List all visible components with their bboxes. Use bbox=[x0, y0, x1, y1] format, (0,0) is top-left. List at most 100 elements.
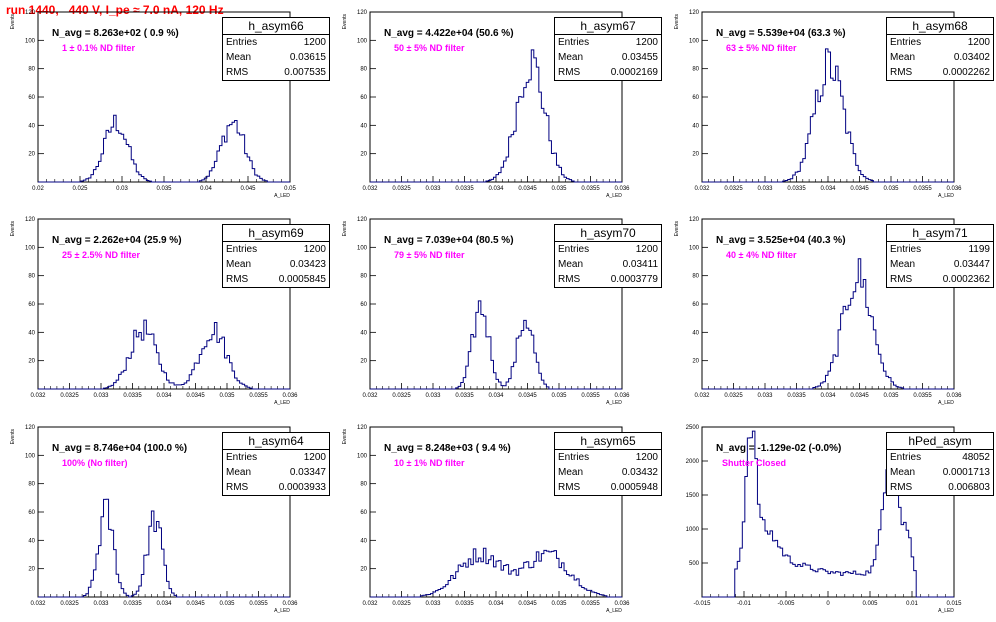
stat-row-entries: Entries 1200 bbox=[223, 242, 329, 257]
y-tick-label: 1000 bbox=[686, 527, 700, 533]
histogram-plot-h_asym67: 0.032 0.0325 0.033 0.0335 0.034 0.0345 0.035 0.… bbox=[342, 10, 630, 199]
stat-row-mean: Mean 0.03423 bbox=[223, 257, 329, 272]
x-tick-label: 0.0325 bbox=[724, 186, 743, 192]
filter-label: 1 ± 0.1% ND filter bbox=[62, 43, 135, 53]
x-tick-label: 0.034 bbox=[488, 601, 504, 607]
histogram-series bbox=[702, 430, 954, 598]
x-axis-title: A_LED bbox=[938, 608, 954, 614]
histogram-name: h_asym67 bbox=[555, 18, 661, 35]
y-axis-title: Events bbox=[10, 429, 16, 445]
x-tick-label: 0.0335 bbox=[455, 393, 474, 399]
stat-value-rms: 0.007535 bbox=[284, 67, 326, 78]
stat-row-mean: Mean 0.03447 bbox=[887, 257, 993, 272]
n-avg-label: N_avg = 2.262e+04 (25.9 %) bbox=[52, 235, 182, 246]
stat-value-entries: 1200 bbox=[635, 244, 658, 255]
stat-row-entries: Entries 1200 bbox=[223, 450, 329, 465]
x-tick-label: 0.02 bbox=[32, 186, 44, 192]
x-tick-label: 0.036 bbox=[946, 186, 962, 192]
stat-value-rms: 0.0002362 bbox=[942, 274, 990, 285]
x-tick-label: 0.034 bbox=[156, 601, 172, 607]
y-axis-title: Events bbox=[674, 221, 680, 237]
histogram-series bbox=[38, 319, 290, 390]
x-tick-label: 0.0345 bbox=[518, 186, 537, 192]
histogram-plot-hPed_asym: -0.015 -0.01 -0.005 0 0.005 0.01 0.015 500 1000 1… bbox=[686, 425, 963, 614]
stat-row-mean: Mean 0.03347 bbox=[223, 465, 329, 480]
stat-value-mean: 0.03411 bbox=[622, 259, 658, 270]
x-tick-label: 0.0355 bbox=[581, 601, 600, 607]
x-tick-label: 0.0345 bbox=[850, 186, 869, 192]
y-axis-title: Events bbox=[674, 14, 680, 30]
y-tick-label: 80 bbox=[692, 67, 699, 73]
stat-label-rms: RMS bbox=[226, 274, 249, 285]
x-tick-label: 0.035 bbox=[883, 393, 899, 399]
x-tick-label: 0.032 bbox=[694, 393, 710, 399]
histogram-series bbox=[370, 49, 622, 183]
x-tick-label: 0.0355 bbox=[581, 393, 600, 399]
x-tick-label: 0.032 bbox=[362, 601, 378, 607]
x-tick-label: 0.036 bbox=[614, 393, 630, 399]
x-tick-label: 0.0335 bbox=[123, 393, 142, 399]
x-tick-label: 0.036 bbox=[282, 393, 298, 399]
stat-label-mean: Mean bbox=[558, 259, 584, 270]
stat-label-entries: Entries bbox=[558, 37, 590, 48]
stat-box: h_asym71 Entries 1199 Mean 0.03447 RMS 0.00023… bbox=[886, 224, 994, 288]
stat-value-rms: 0.0003779 bbox=[610, 274, 658, 285]
histogram-plot-h_asym68: 0.032 0.0325 0.033 0.0335 0.034 0.0345 0.035 0.… bbox=[674, 10, 962, 199]
x-tick-label: 0.032 bbox=[694, 186, 710, 192]
x-tick-label: 0.0345 bbox=[850, 393, 869, 399]
stat-value-rms: 0.0003933 bbox=[278, 482, 326, 493]
stat-row-rms: RMS 0.0005845 bbox=[223, 272, 329, 287]
y-tick-label: 60 bbox=[360, 302, 367, 308]
stat-row-rms: RMS 0.0002262 bbox=[887, 65, 993, 80]
y-tick-label: 60 bbox=[692, 95, 699, 101]
stat-value-rms: 0.006803 bbox=[948, 482, 990, 493]
x-axis-title: A_LED bbox=[274, 193, 290, 199]
stat-label-mean: Mean bbox=[226, 52, 252, 63]
stat-label-mean: Mean bbox=[558, 52, 584, 63]
y-tick-label: 100 bbox=[357, 453, 368, 459]
stat-row-entries: Entries 1200 bbox=[887, 35, 993, 50]
histogram-plot-h_asym69: 0.032 0.0325 0.033 0.0335 0.034 0.0345 0.035 0.… bbox=[10, 217, 298, 406]
x-tick-label: 0.0355 bbox=[249, 393, 268, 399]
y-tick-label: 60 bbox=[28, 302, 35, 308]
stat-value-entries: 1200 bbox=[303, 244, 326, 255]
stat-row-rms: RMS 0.007535 bbox=[223, 65, 329, 80]
y-tick-label: 500 bbox=[689, 561, 700, 567]
x-tick-label: 0.04 bbox=[200, 186, 212, 192]
stat-value-mean: 0.03402 bbox=[953, 52, 990, 63]
y-tick-label: 40 bbox=[360, 330, 367, 336]
x-tick-label: 0.034 bbox=[488, 393, 504, 399]
stat-row-mean: Mean 0.03615 bbox=[223, 50, 329, 65]
x-tick-label: 0.03 bbox=[116, 186, 128, 192]
x-tick-label: 0.033 bbox=[93, 601, 109, 607]
histogram-name: h_asym68 bbox=[887, 18, 993, 35]
stat-label-rms: RMS bbox=[558, 482, 581, 493]
stat-row-entries: Entries 1200 bbox=[223, 35, 329, 50]
x-tick-label: 0.0355 bbox=[249, 601, 268, 607]
stat-row-entries: Entries 1199 bbox=[887, 242, 993, 257]
stat-box: h_asym65 Entries 1200 Mean 0.03432 RMS 0.00059… bbox=[554, 432, 662, 496]
y-tick-label: 1500 bbox=[686, 493, 700, 499]
stat-value-entries: 48052 bbox=[962, 452, 990, 463]
histogram-name: h_asym65 bbox=[555, 433, 661, 450]
y-tick-label: 120 bbox=[25, 10, 36, 16]
x-tick-label: 0.0345 bbox=[518, 601, 537, 607]
x-tick-label: 0.035 bbox=[156, 186, 172, 192]
stat-box: hPed_asym Entries 48052 Mean 0.0001713 RMS 0.0… bbox=[886, 432, 994, 496]
stat-label-rms: RMS bbox=[558, 274, 581, 285]
histogram-series bbox=[702, 48, 954, 183]
histogram-pad-h_asym68: 0.032 0.0325 0.033 0.0335 0.034 0.0345 0.035 0.… bbox=[664, 0, 996, 207]
histogram-name: h_asym66 bbox=[223, 18, 329, 35]
x-tick-label: -0.01 bbox=[737, 601, 751, 607]
histogram-name: h_asym69 bbox=[223, 225, 329, 242]
x-tick-label: 0.035 bbox=[551, 186, 567, 192]
x-tick-label: 0.032 bbox=[362, 393, 378, 399]
x-tick-label: 0.0325 bbox=[392, 186, 411, 192]
stat-value-mean: 0.03615 bbox=[289, 52, 326, 63]
stat-box: h_asym66 Entries 1200 Mean 0.03615 RMS 0.00753… bbox=[222, 17, 330, 81]
y-tick-label: 20 bbox=[360, 359, 367, 365]
stat-label-entries: Entries bbox=[226, 37, 258, 48]
x-tick-label: 0.032 bbox=[30, 601, 46, 607]
x-tick-label: 0.0325 bbox=[60, 393, 79, 399]
histogram-pad-hPed_asym: -0.015 -0.01 -0.005 0 0.005 0.01 0.015 500 1000 1… bbox=[664, 415, 996, 622]
